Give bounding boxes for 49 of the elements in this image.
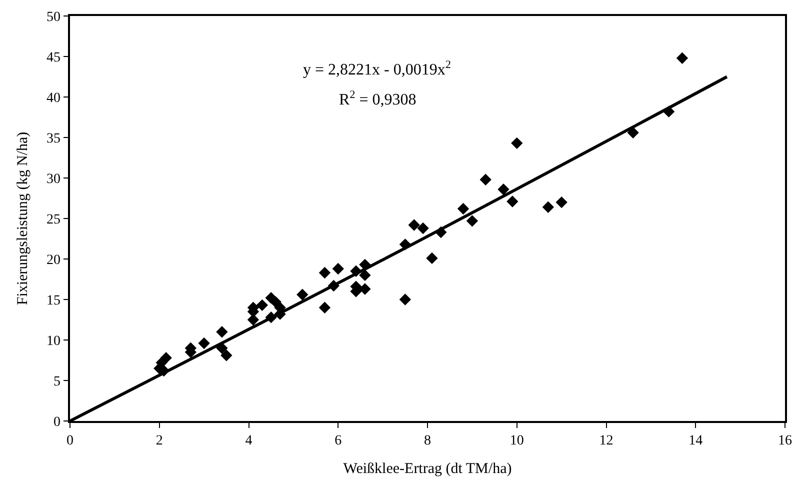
x-tick-label: 6: [334, 434, 342, 449]
x-tick-label: 8: [424, 434, 431, 449]
x-tick-label: 2: [156, 434, 163, 449]
y-tick-label: 20: [46, 252, 60, 268]
point: [216, 326, 228, 338]
x-tick-label: 10: [510, 434, 524, 449]
annotation: y = 2,8221x - 0,0019x$^{2}$: [303, 59, 451, 79]
point: [318, 302, 331, 314]
y-tick-label: 35: [46, 131, 60, 146]
x-tick-label: 16: [778, 434, 792, 449]
point: [542, 201, 554, 214]
point: [556, 196, 568, 208]
y-tick-label: 10: [46, 334, 60, 349]
y-axis-title: Fixierungsleistung (kg N/ha): [15, 132, 32, 306]
point: [220, 350, 232, 362]
x-axis-title: Weißklee-Ertrag (dt TM/ha): [343, 461, 512, 478]
point: [296, 288, 308, 300]
y-tick-label: 0: [53, 414, 60, 430]
point: [457, 202, 470, 215]
y-tick-label: 50: [46, 10, 60, 25]
annotation: R$^{2}$ = 0,9308: [339, 89, 416, 109]
y-tick-label: 45: [46, 50, 60, 66]
point: [480, 174, 492, 186]
point: [426, 252, 438, 264]
point: [318, 266, 331, 279]
y-tick-label: 25: [46, 212, 60, 228]
point: [676, 52, 688, 64]
point: [359, 269, 371, 282]
point: [198, 337, 210, 350]
y-tick-label: 40: [46, 90, 60, 106]
x-tick-label: 0: [66, 434, 74, 449]
x-tick-label: 4: [245, 434, 252, 449]
point: [399, 294, 412, 306]
y-tick-label: 30: [46, 172, 60, 187]
point: [359, 283, 371, 295]
point: [332, 262, 344, 275]
point: [256, 299, 268, 312]
y-tick-label: 5: [53, 374, 60, 390]
point: [511, 137, 523, 150]
x-tick-label: 12: [599, 434, 614, 449]
x-tick-label: 14: [688, 434, 703, 449]
point: [408, 219, 420, 231]
y-tick-label: 15: [46, 293, 60, 308]
point: [466, 215, 478, 227]
point: [498, 183, 510, 196]
point: [417, 222, 429, 234]
point: [627, 126, 639, 138]
point: [506, 196, 518, 208]
point: [160, 352, 172, 364]
